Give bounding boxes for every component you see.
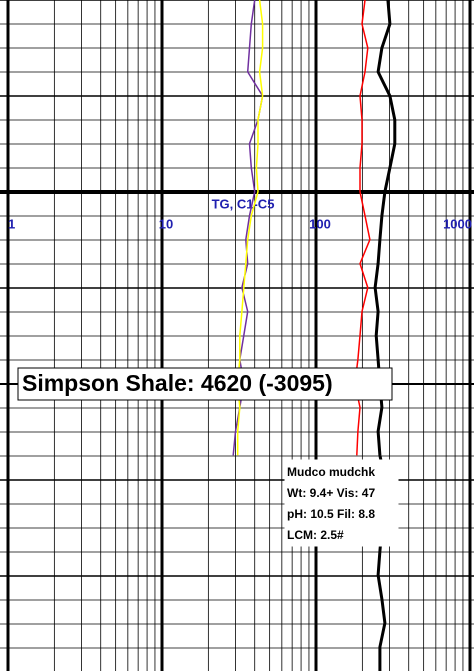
mudcheck-line: Mudco mudchk (287, 465, 375, 479)
formation-label: Simpson Shale: 4620 (-3095) (22, 370, 333, 396)
x-axis-label: TG, C1-C5 (212, 196, 275, 211)
mudcheck-line: LCM: 2.5# (287, 528, 344, 542)
mudcheck-line: Wt: 9.4+ Vis: 47 (287, 486, 375, 500)
x-tick-label: 10 (159, 216, 173, 231)
formation-box (17, 367, 393, 401)
mudcheck-box (284, 459, 399, 547)
x-tick-label: 100 (309, 216, 331, 231)
x-tick-label: 1000 (443, 216, 472, 231)
mudcheck-line: pH: 10.5 Fil: 8.8 (287, 507, 375, 521)
curve (373, 0, 397, 671)
x-tick-label: 1 (8, 216, 15, 231)
